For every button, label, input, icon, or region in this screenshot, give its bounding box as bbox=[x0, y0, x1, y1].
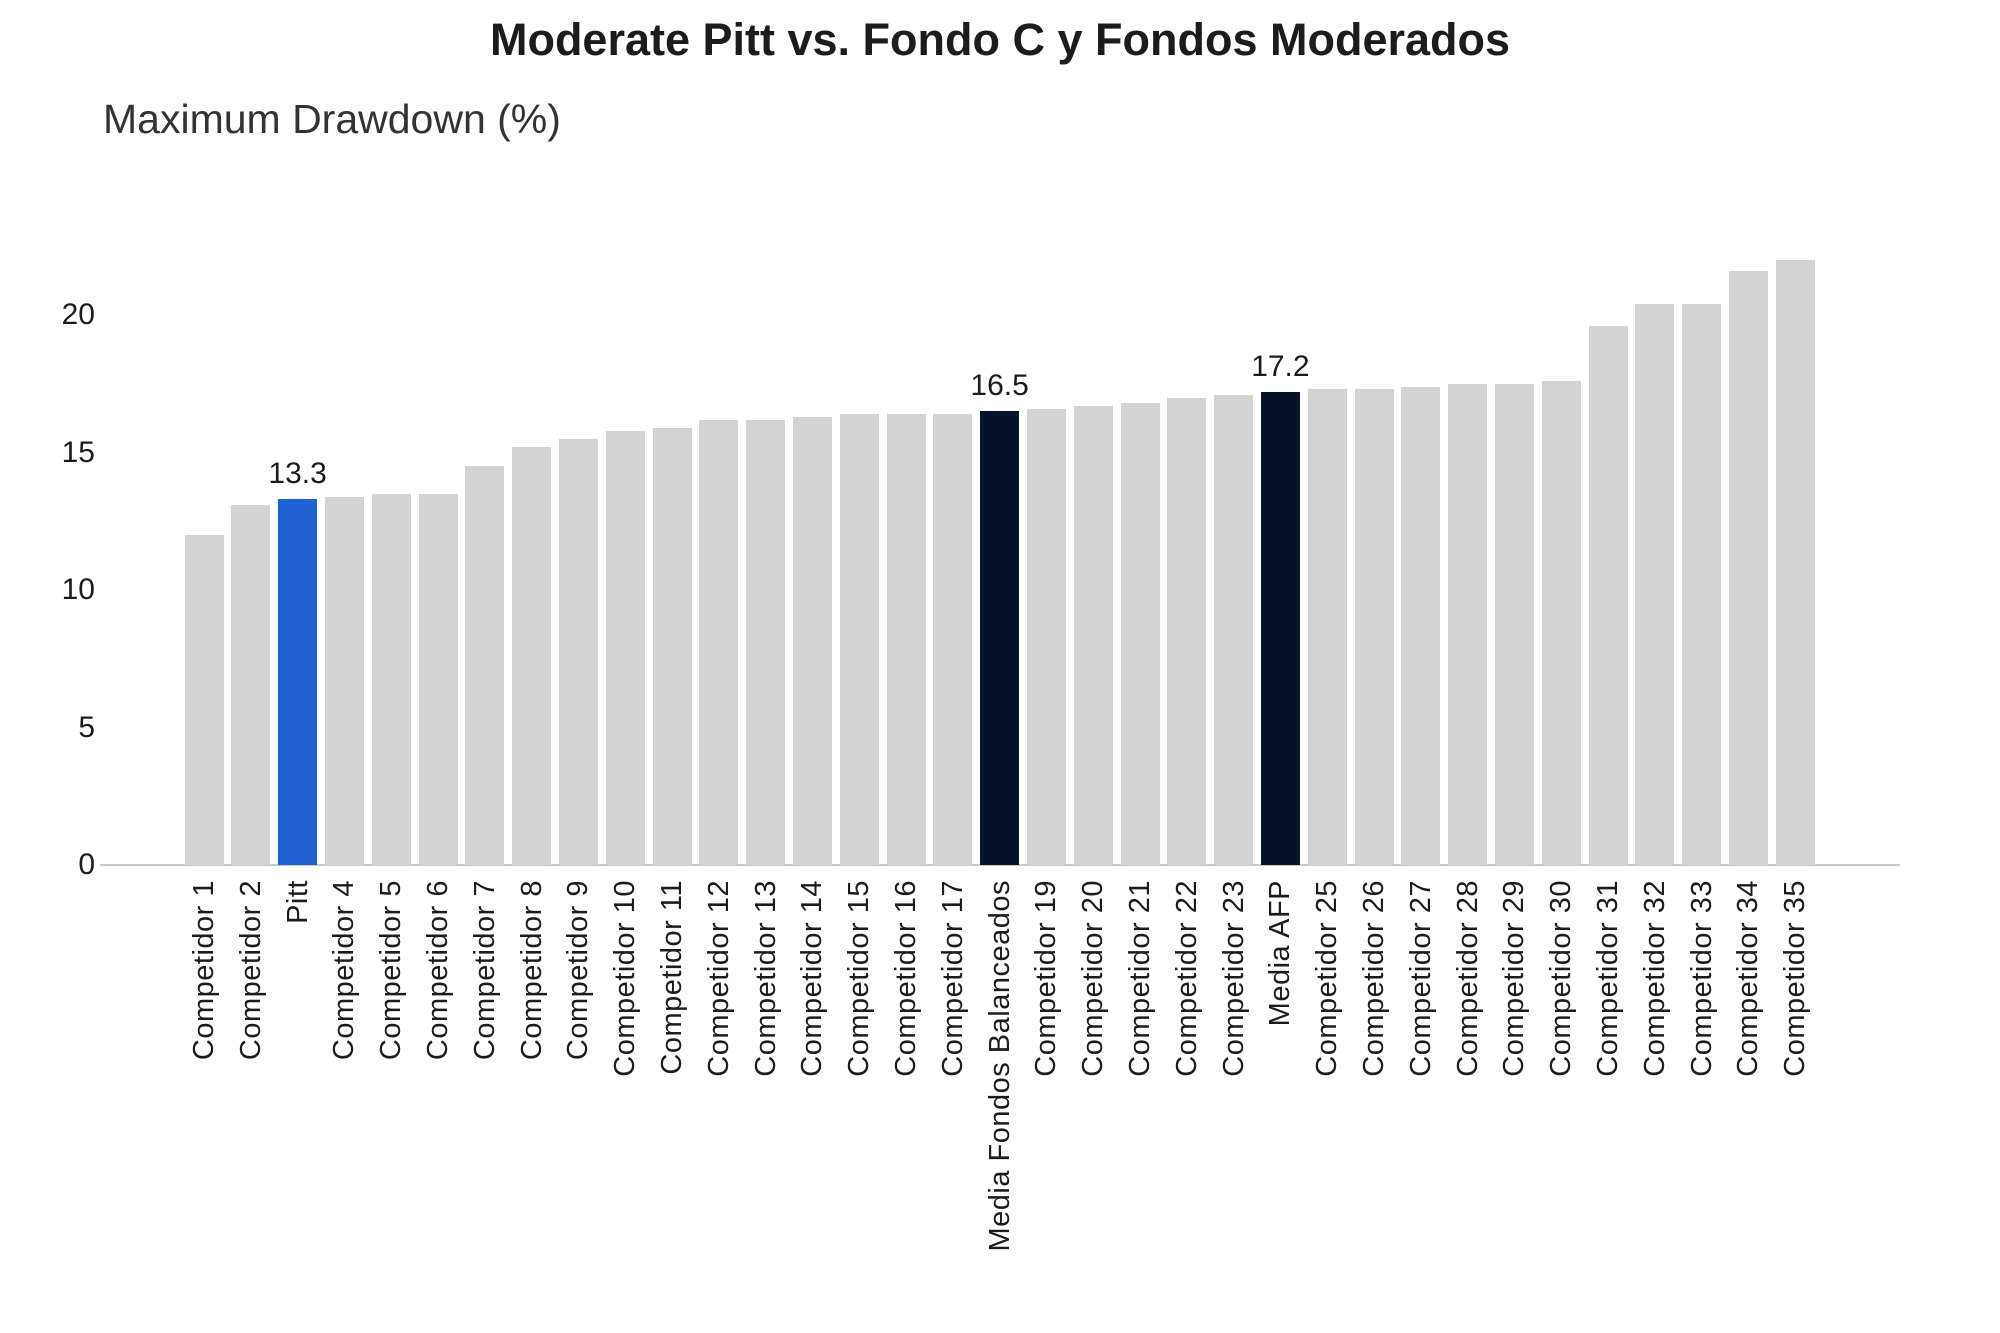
x-tick-label: Competidor 7 bbox=[468, 880, 501, 1061]
bar-competidor-16 bbox=[886, 414, 926, 865]
bar-competidor-33 bbox=[1682, 304, 1722, 865]
x-tick-label: Competidor 27 bbox=[1404, 880, 1437, 1077]
x-tick-label: Competidor 1 bbox=[188, 880, 220, 1061]
x-tick-label: Competidor 6 bbox=[422, 880, 454, 1061]
x-tick-label: Media AFP bbox=[1264, 880, 1297, 1027]
bar-competidor-30 bbox=[1541, 381, 1581, 865]
bar-media-fondos-balanceados bbox=[980, 411, 1020, 865]
bar-value-label: 17.2 bbox=[1251, 350, 1310, 383]
x-tick-label: Competidor 34 bbox=[1732, 880, 1765, 1077]
y-tick-label: 0 bbox=[78, 848, 95, 881]
bar-value-label: 13.3 bbox=[268, 457, 327, 491]
bar-competidor-17 bbox=[933, 414, 973, 865]
y-tick-label: 5 bbox=[78, 710, 95, 744]
bar-competidor-2 bbox=[231, 504, 271, 865]
x-tick-label: Competidor 14 bbox=[796, 880, 829, 1077]
bar-competidor-26 bbox=[1354, 389, 1394, 865]
chart-title: Moderate Pitt vs. Fondo C y Fondos Moder… bbox=[489, 14, 1511, 65]
x-tick-label: Competidor 23 bbox=[1217, 880, 1250, 1077]
x-tick-label: Competidor 22 bbox=[1170, 880, 1203, 1077]
x-tick-label: Pitt bbox=[281, 880, 314, 924]
bar-competidor-28 bbox=[1448, 383, 1488, 865]
bar-competidor-13 bbox=[746, 419, 786, 865]
bar-competidor-23 bbox=[1214, 394, 1254, 865]
bar-competidor-1 bbox=[184, 535, 224, 865]
bar-competidor-25 bbox=[1307, 389, 1347, 865]
bar-media-afp bbox=[1260, 392, 1300, 865]
x-tick-label: Competidor 30 bbox=[1545, 880, 1578, 1077]
x-tick-label: Competidor 19 bbox=[1030, 880, 1063, 1077]
y-axis-unit-label: Maximum Drawdown (%) bbox=[103, 96, 561, 142]
bar-competidor-32 bbox=[1635, 304, 1675, 865]
x-tick-label: Competidor 15 bbox=[843, 880, 876, 1077]
bar-pitt bbox=[278, 499, 318, 865]
bar-competidor-4 bbox=[324, 496, 364, 865]
bar-competidor-35 bbox=[1775, 260, 1815, 865]
x-tick-label: Competidor 26 bbox=[1358, 880, 1390, 1077]
x-tick-label: Competidor 16 bbox=[890, 880, 922, 1077]
x-tick-label: Competidor 10 bbox=[609, 880, 642, 1077]
x-tick-label: Competidor 12 bbox=[702, 880, 735, 1077]
x-tick-label: Competidor 25 bbox=[1311, 880, 1344, 1077]
x-tick-label: Competidor 8 bbox=[515, 880, 548, 1061]
x-axis-line bbox=[100, 864, 1900, 866]
x-tick-label: Competidor 2 bbox=[234, 880, 267, 1061]
y-tick-label: 20 bbox=[61, 298, 95, 331]
x-tick-label: Media Fondos Balanceados bbox=[983, 880, 1016, 1252]
x-tick-label: Competidor 20 bbox=[1077, 880, 1110, 1077]
bar-competidor-12 bbox=[699, 419, 739, 865]
bar-competidor-22 bbox=[1167, 397, 1207, 865]
bar-competidor-9 bbox=[558, 438, 598, 865]
bar-competidor-14 bbox=[792, 416, 832, 865]
bar-competidor-5 bbox=[371, 493, 411, 865]
bar-value-label: 16.5 bbox=[970, 369, 1029, 403]
bar-competidor-8 bbox=[512, 447, 552, 865]
x-tick-label: Competidor 11 bbox=[656, 880, 688, 1075]
y-tick-label: 15 bbox=[61, 435, 95, 469]
bar-competidor-21 bbox=[1120, 403, 1160, 865]
bar-competidor-6 bbox=[418, 493, 458, 865]
x-tick-label: Competidor 5 bbox=[375, 880, 408, 1061]
bar-competidor-20 bbox=[1073, 405, 1113, 865]
bar-competidor-15 bbox=[839, 414, 879, 865]
bar-competidor-29 bbox=[1494, 383, 1534, 865]
x-tick-label: Competidor 28 bbox=[1451, 880, 1484, 1077]
bar-competidor-34 bbox=[1728, 271, 1768, 865]
x-tick-label: Competidor 33 bbox=[1685, 880, 1718, 1077]
bar-competidor-11 bbox=[652, 427, 692, 865]
bar-competidor-10 bbox=[605, 430, 645, 865]
y-tick-label: 10 bbox=[61, 573, 95, 606]
x-tick-label: Competidor 9 bbox=[562, 880, 595, 1061]
bar-competidor-19 bbox=[1026, 408, 1066, 865]
x-tick-label: Competidor 29 bbox=[1498, 880, 1531, 1077]
x-tick-label: Competidor 31 bbox=[1592, 880, 1624, 1077]
x-tick-label: Competidor 17 bbox=[936, 880, 969, 1077]
bar-competidor-31 bbox=[1588, 326, 1628, 865]
x-tick-label: Competidor 4 bbox=[328, 880, 361, 1061]
x-tick-label: Competidor 35 bbox=[1779, 880, 1812, 1077]
bar-competidor-7 bbox=[465, 466, 505, 865]
x-tick-label: Competidor 13 bbox=[749, 880, 782, 1077]
x-tick-label: Competidor 32 bbox=[1638, 880, 1671, 1077]
bar-competidor-27 bbox=[1401, 386, 1441, 865]
x-tick-label: Competidor 21 bbox=[1124, 880, 1156, 1077]
